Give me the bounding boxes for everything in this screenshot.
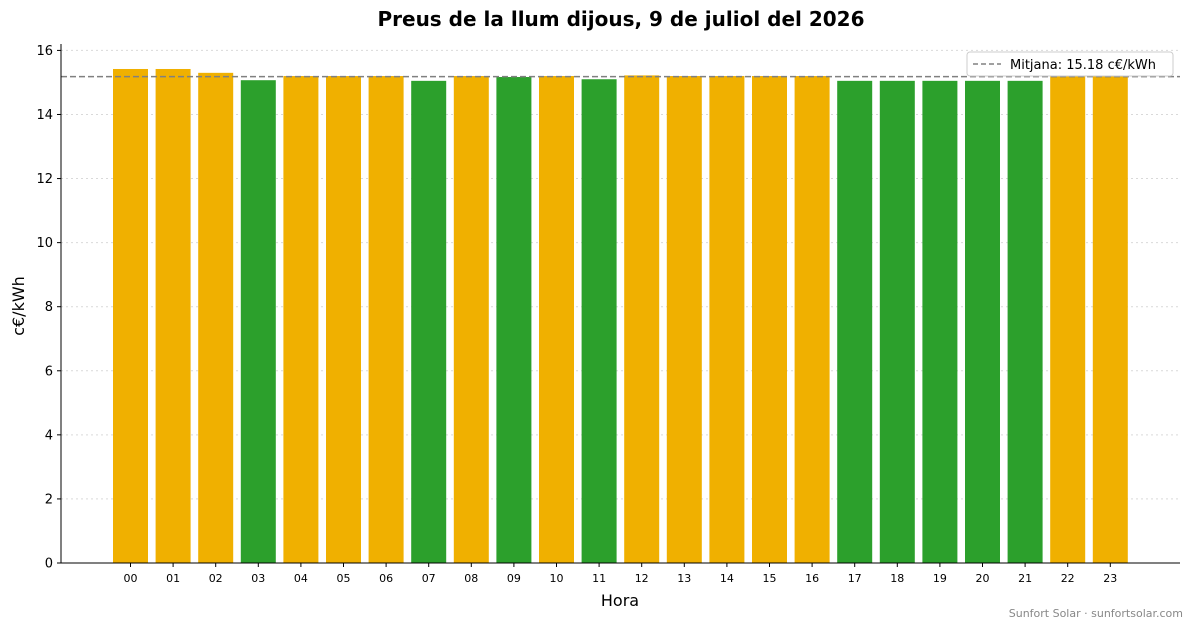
bar-hour-15	[752, 76, 787, 563]
x-tick-label: 04	[294, 572, 308, 585]
legend: Mitjana: 15.18 c€/kWh	[966, 51, 1174, 77]
x-tick-label: 08	[464, 572, 478, 585]
bar-hour-16	[794, 76, 830, 563]
y-tick-label: 4	[45, 428, 53, 443]
bar-hour-13	[666, 76, 702, 563]
x-tick-label: 07	[422, 572, 436, 585]
bars	[113, 68, 1128, 564]
bar-hour-22	[1050, 76, 1086, 563]
x-tick-label: 16	[805, 572, 819, 585]
x-tick-label: 10	[550, 572, 564, 585]
bar-hour-17	[837, 80, 873, 563]
x-tick-label: 23	[1103, 572, 1117, 585]
x-tick-label: 18	[890, 572, 904, 585]
y-axis-label: c€/kWh	[9, 276, 28, 336]
x-tick-label: 20	[976, 572, 990, 585]
y-tick-label: 12	[36, 172, 53, 187]
bar-hour-14	[709, 76, 745, 563]
bar-hour-00	[113, 68, 148, 563]
x-axis-label: Hora	[601, 591, 639, 610]
bar-hour-09	[496, 76, 532, 564]
bar-hour-21	[1007, 80, 1043, 563]
x-tick-label: 19	[933, 572, 947, 585]
legend-mean-label: Mitjana: 15.18 c€/kWh	[1010, 58, 1156, 73]
y-tick-label: 2	[45, 492, 53, 507]
bar-hour-04	[283, 76, 319, 563]
x-tick-label: 14	[720, 572, 734, 585]
x-tick-label: 02	[209, 572, 223, 585]
bar-hour-01	[155, 68, 191, 563]
bar-hour-02	[198, 72, 234, 563]
x-tick-label: 09	[507, 572, 521, 585]
x-tick-label: 15	[763, 572, 777, 585]
x-tick-label: 05	[337, 572, 351, 585]
x-tick-label: 03	[251, 572, 265, 585]
y-tick-label: 14	[36, 108, 53, 123]
axes	[60, 44, 1180, 564]
bar-hour-23	[1092, 76, 1128, 563]
bar-hour-12	[624, 75, 660, 563]
bar-hour-18	[879, 80, 915, 563]
y-tick-label: 10	[36, 236, 53, 251]
bar-hour-20	[965, 80, 1000, 563]
x-tick-label: 11	[592, 572, 606, 585]
x-tick-label: 13	[677, 572, 691, 585]
bar-hour-03	[240, 80, 276, 564]
y-ticks: 0 2 4 6 8 10 12 14 16	[36, 44, 61, 572]
legend-box	[966, 51, 1174, 77]
bar-hour-08	[453, 76, 489, 563]
y-tick-label: 6	[45, 364, 53, 379]
y-tick-label: 8	[45, 300, 53, 315]
bar-hour-11	[581, 79, 617, 564]
y-tick-label: 16	[36, 44, 53, 59]
x-tick-label: 21	[1018, 572, 1032, 585]
y-tick-label: 0	[45, 557, 53, 572]
x-tick-label: 22	[1061, 572, 1075, 585]
x-tick-label: 12	[635, 572, 649, 585]
x-tick-label: 00	[124, 572, 138, 585]
bar-hour-19	[922, 80, 958, 563]
x-tick-label: 06	[379, 572, 393, 585]
bar-hour-05	[326, 76, 361, 563]
bar-hour-10	[539, 76, 574, 563]
x-ticks: 00 01 02 03 04 05 06 07 08 09 10 11 12 13 14 15 16 17 18 19…	[124, 563, 1117, 585]
x-tick-label: 17	[848, 572, 862, 585]
x-tick-label: 01	[166, 572, 180, 585]
bar-hour-07	[411, 80, 447, 563]
bar-hour-06	[368, 76, 404, 563]
chart-title: Preus de la llum dijous, 9 de juliol del…	[377, 7, 864, 31]
footer-credit: Sunfort Solar · sunfortsolar.com	[1008, 607, 1183, 620]
